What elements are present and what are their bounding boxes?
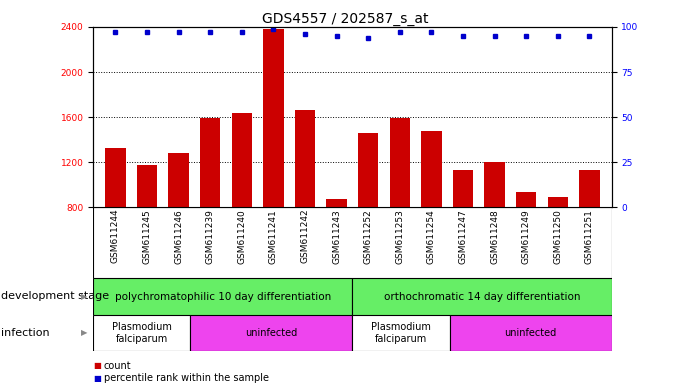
Text: percentile rank within the sample: percentile rank within the sample bbox=[104, 373, 269, 383]
Text: uninfected: uninfected bbox=[245, 328, 298, 338]
Bar bbox=[231, 113, 252, 207]
Bar bbox=[105, 147, 126, 207]
Text: ■: ■ bbox=[93, 374, 101, 383]
Text: GSM611249: GSM611249 bbox=[522, 209, 531, 263]
Text: GSM611254: GSM611254 bbox=[427, 209, 436, 263]
Text: ▶: ▶ bbox=[81, 328, 88, 338]
Bar bbox=[93, 278, 352, 315]
Bar bbox=[93, 207, 612, 278]
Text: Plasmodium
falciparum: Plasmodium falciparum bbox=[371, 322, 431, 344]
Bar bbox=[516, 192, 536, 207]
Bar bbox=[191, 315, 352, 351]
Text: GSM611243: GSM611243 bbox=[332, 209, 341, 263]
Text: infection: infection bbox=[1, 328, 50, 338]
Bar bbox=[200, 118, 220, 207]
Text: GSM611253: GSM611253 bbox=[395, 209, 404, 264]
Text: uninfected: uninfected bbox=[504, 328, 557, 338]
Text: GSM611246: GSM611246 bbox=[174, 209, 183, 263]
Text: ■: ■ bbox=[93, 361, 101, 370]
Text: GSM611252: GSM611252 bbox=[363, 209, 372, 263]
Text: GSM611245: GSM611245 bbox=[142, 209, 151, 263]
Bar bbox=[421, 131, 442, 207]
Bar bbox=[547, 197, 568, 207]
Bar bbox=[93, 315, 191, 351]
Bar bbox=[169, 153, 189, 207]
Text: GSM611244: GSM611244 bbox=[111, 209, 120, 263]
Text: GSM611250: GSM611250 bbox=[553, 209, 562, 264]
Text: polychromatophilic 10 day differentiation: polychromatophilic 10 day differentiatio… bbox=[115, 291, 331, 302]
Text: GSM611251: GSM611251 bbox=[585, 209, 594, 264]
Bar bbox=[450, 315, 612, 351]
Text: GSM611248: GSM611248 bbox=[490, 209, 499, 263]
Text: orthochromatic 14 day differentiation: orthochromatic 14 day differentiation bbox=[384, 291, 580, 302]
Bar bbox=[484, 162, 505, 207]
Bar bbox=[263, 29, 284, 207]
Bar bbox=[358, 133, 379, 207]
Text: GSM611241: GSM611241 bbox=[269, 209, 278, 263]
Text: ▶: ▶ bbox=[81, 292, 88, 301]
Text: Plasmodium
falciparum: Plasmodium falciparum bbox=[112, 322, 172, 344]
Bar bbox=[453, 170, 473, 207]
Text: GDS4557 / 202587_s_at: GDS4557 / 202587_s_at bbox=[263, 12, 428, 25]
Text: count: count bbox=[104, 361, 131, 371]
Bar bbox=[352, 278, 612, 315]
Text: GSM611239: GSM611239 bbox=[206, 209, 215, 264]
Bar bbox=[390, 118, 410, 207]
Bar bbox=[579, 170, 600, 207]
Bar bbox=[295, 110, 315, 207]
Bar bbox=[137, 165, 158, 207]
Bar bbox=[326, 199, 347, 207]
Text: GSM611242: GSM611242 bbox=[301, 209, 310, 263]
Text: GSM611247: GSM611247 bbox=[459, 209, 468, 263]
Text: development stage: development stage bbox=[1, 291, 109, 301]
Text: GSM611240: GSM611240 bbox=[237, 209, 246, 263]
Bar bbox=[352, 315, 450, 351]
